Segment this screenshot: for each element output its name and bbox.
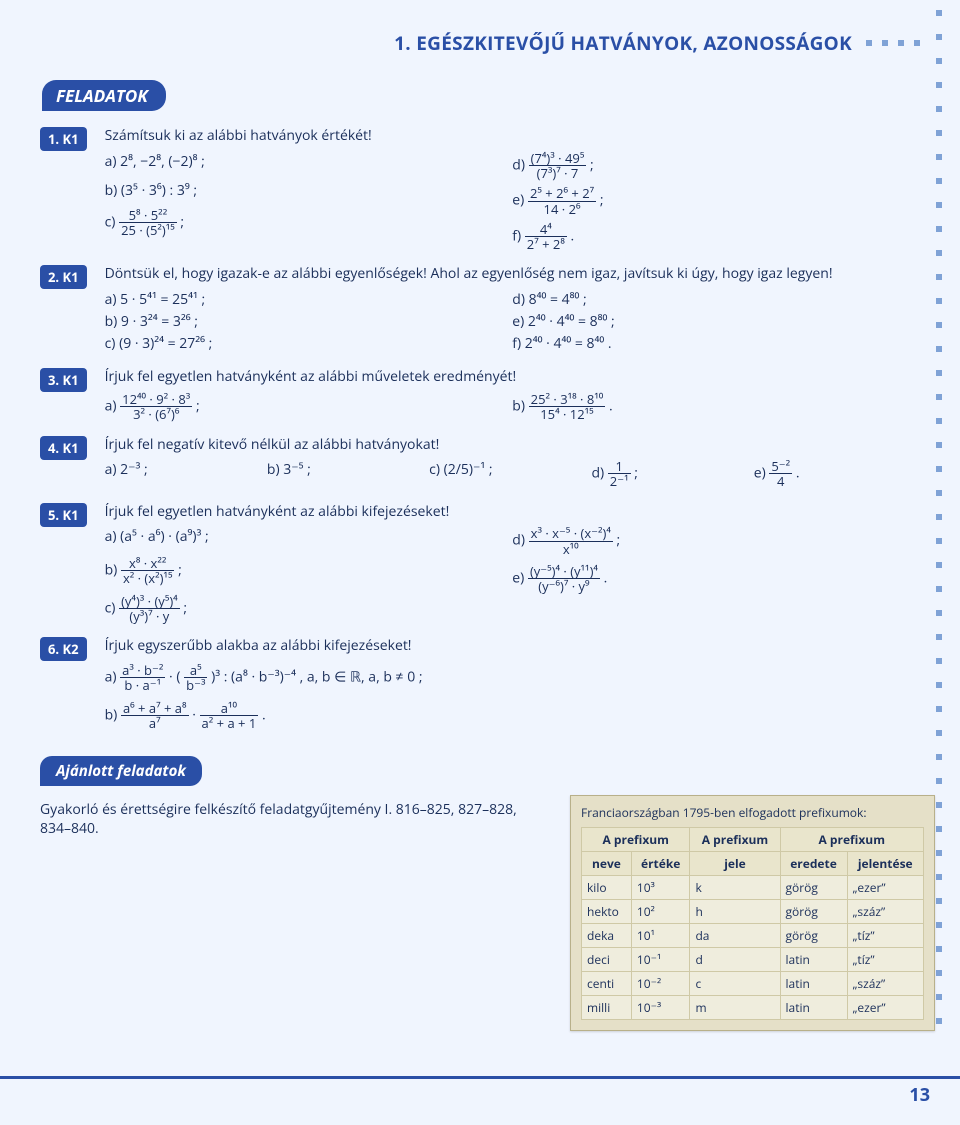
section-title: FELADATOK [42,80,166,111]
footer-stripe [0,1076,960,1079]
item: b) a⁶ + a⁷ + a⁸a⁷ · a¹⁰a² + a + 1 . [105,701,575,731]
exercise-2: 2. K1 Döntsük el, hogy igazak-e az alább… [40,263,910,354]
item: c) (y⁴)³ · (y⁵)⁴(y³)⁷ · y ; [105,594,503,624]
infobox-title: Franciaországban 1795-ben elfogadott pre… [581,804,924,821]
exercise-intro: Számítsuk ki az alábbi hatványok értékét… [105,125,910,147]
item: a) 2⁸, −2⁸, (−2)⁸ ; [105,151,503,173]
item: e) 2⁴⁰ · 4⁴⁰ = 8⁸⁰ ; [512,311,910,333]
table-row: milli10⁻³mlatin„ezer” [582,996,924,1020]
exercise-intro: Írjuk fel negatív kitevő nélkül az alább… [105,434,910,456]
exercise-intro: Írjuk fel egyetlen hatványként az alábbi… [105,366,910,388]
item: e) 5⁻²4 . [754,459,910,489]
exercise-4: 4. K1 Írjuk fel negatív kitevő nélkül az… [40,434,910,489]
item: a) 12⁴⁰ · 9² · 8³3² · (6⁷)⁶ ; [105,392,503,422]
table-row: deka10¹dagörög„tíz” [582,924,924,948]
item: e) 2⁵ + 2⁶ + 2⁷14 · 2⁶ ; [512,186,910,216]
exercise-badge: 3. K1 [40,368,87,392]
exercise-badge: 4. K1 [40,436,87,460]
item: d) 12⁻¹ ; [591,459,747,489]
table-row: deci10⁻¹dlatin„tíz” [582,948,924,972]
exercise-5: 5. K1 Írjuk fel egyetlen hatványként az … [40,501,910,624]
exercise-intro: Írjuk egyszerűbb alakba az alábbi kifeje… [105,635,575,657]
item: b) 25² · 3¹⁸ · 8¹⁰15⁴ · 12¹⁵ . [512,392,910,422]
item: a) 2⁻³ ; [105,459,261,489]
exercise-badge: 5. K1 [40,503,87,527]
exercise-intro: Döntsük el, hogy igazak-e az alábbi egye… [105,263,910,285]
exercise-badge: 6. K2 [40,637,87,661]
prefix-infobox: Franciaországban 1795-ben elfogadott pre… [570,795,935,1031]
item: d) (7⁴)³ · 49⁵(7³)⁷ · 7 ; [512,151,910,181]
item: b) 3⁻⁵ ; [267,459,423,489]
header-title: 1. EGÉSZKITEVŐJŰ HATVÁNYOK, AZONOSSÁGOK [394,30,852,56]
item: d) 8⁴⁰ = 4⁸⁰ ; [512,289,910,311]
item: d) x³ · x⁻⁵ · (x⁻²)⁴x¹⁰ ; [512,526,910,556]
exercise-1: 1. K1 Számítsuk ki az alábbi hatványok é… [40,125,910,251]
table-row: hekto10²hgörög„száz” [582,900,924,924]
item: b) x⁸ · x²²x² · (x²)¹⁵ ; [105,556,503,586]
item: f) 4⁴2⁷ + 2⁸ . [512,222,910,252]
exercise-6: 6. K2 Írjuk egyszerűbb alakba az alábbi … [40,635,910,730]
page-header: 1. EGÉSZKITEVŐJŰ HATVÁNYOK, AZONOSSÁGOK [0,30,920,56]
table-row: centi10⁻²clatin„száz” [582,972,924,996]
item: e) (y⁻⁵)⁴ · (y¹¹)⁴(y⁻⁶)⁷ · y⁹ . [512,564,910,594]
prefix-table: A prefixum A prefixum A prefixum neve ér… [581,827,924,1020]
item: b) (3⁵ · 3⁶) : 3⁹ ; [105,180,503,202]
recommended-title: Ajánlott feladatok [40,756,202,786]
exercise-intro: Írjuk fel egyetlen hatványként az alábbi… [105,501,910,523]
exercise-3: 3. K1 Írjuk fel egyetlen hatványként az … [40,366,910,421]
item: b) 9 · 3²⁴ = 3²⁶ ; [105,311,503,333]
page-number: 13 [909,1083,930,1107]
item: a) (a⁵ · a⁶) · (a⁹)³ ; [105,526,503,548]
item: c) (2/5)⁻¹ ; [429,459,585,489]
item: c) (9 · 3)²⁴ = 27²⁶ ; [105,333,503,355]
item: a) 5 · 5⁴¹ = 25⁴¹ ; [105,289,503,311]
table-row: kilo10³kgörög„ezer” [582,876,924,900]
item: a) a³ · b⁻²b · a⁻¹ · ( a⁵b⁻³ )³ : (a⁸ · … [105,663,575,693]
item: c) 5⁸ · 5²²25 · (5²)¹⁵ ; [105,208,503,238]
item: f) 2⁴⁰ · 4⁴⁰ = 8⁴⁰ . [512,333,910,355]
exercise-badge: 1. K1 [40,127,87,151]
recommended-text: Gyakorló és érettségire felkészítő felad… [40,800,540,838]
exercise-badge: 2. K1 [40,265,87,289]
right-dot-column [936,10,942,1024]
header-dots [866,40,920,46]
